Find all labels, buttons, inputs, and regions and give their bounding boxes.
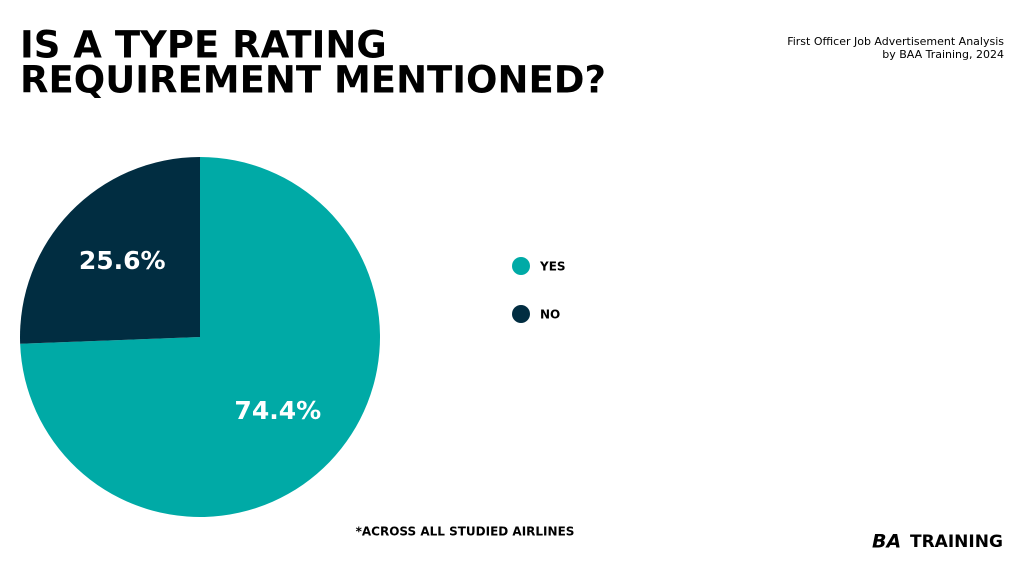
chart-title: IS A TYPE RATING [20, 24, 387, 67]
legend-swatch [512, 257, 530, 275]
data-label: 25.6% [79, 246, 166, 275]
logo-mark: BA [872, 531, 901, 553]
footnote: *ACROSS ALL STUDIED AIRLINES [356, 525, 575, 539]
pie-slice [20, 157, 381, 517]
legend-swatch [512, 305, 530, 323]
chart-title: REQUIREMENT MENTIONED? [20, 59, 606, 102]
legend: YES NO [512, 257, 566, 323]
pie-slice [19, 157, 200, 344]
data-label: 74.4% [234, 396, 321, 425]
legend-label: NO [540, 308, 560, 322]
subtitle: First Officer Job Advertisement Analysis [787, 35, 1004, 48]
legend-label: YES [539, 260, 566, 274]
subtitle: by BAA Training, 2024 [882, 48, 1004, 61]
logo-text: TRAINING [910, 532, 1003, 552]
